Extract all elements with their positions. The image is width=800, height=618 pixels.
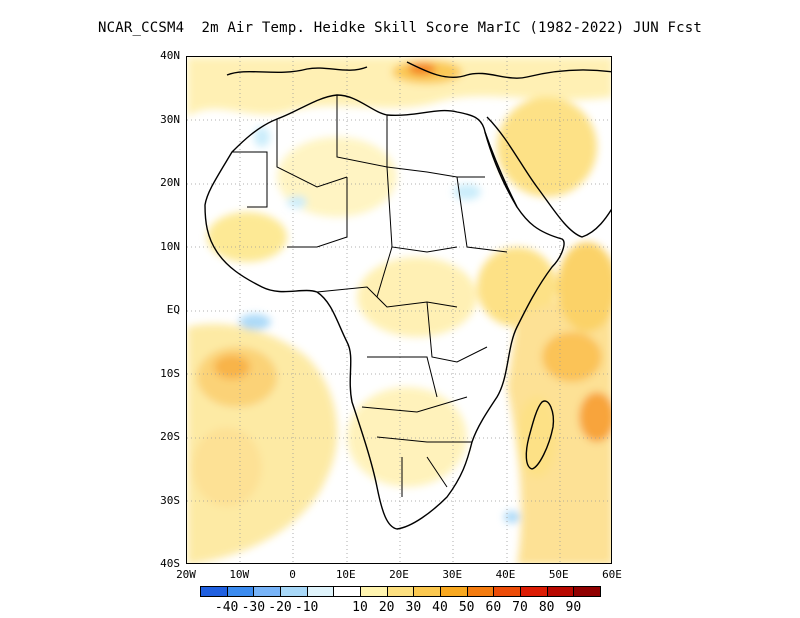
europe-coast-1 <box>226 66 368 76</box>
lon-label: 10E <box>335 568 356 581</box>
shade-central <box>357 257 477 337</box>
europe-coast-2 <box>406 61 611 79</box>
lon-label: 50E <box>548 568 569 581</box>
lon-label: 60E <box>602 568 622 581</box>
lon-label: 10W <box>229 568 250 581</box>
legend-swatch <box>200 586 228 597</box>
lat-label: 40S <box>160 557 180 570</box>
legend-label: 50 <box>458 600 475 615</box>
legend-swatch <box>253 586 281 597</box>
shade-somali <box>557 242 611 332</box>
legend-label: 60 <box>485 600 502 615</box>
shade-indian-hot-1 <box>542 332 602 382</box>
shade-neg-south <box>504 511 520 523</box>
legend-swatch <box>573 586 601 597</box>
lat-label: 40N <box>160 49 180 62</box>
madagascar-coastline <box>525 400 555 470</box>
lon-label: 30E <box>442 568 463 581</box>
shade-neg-sahara-2 <box>453 184 481 200</box>
lat-label: 10S <box>160 366 180 380</box>
legend-swatch <box>226 586 255 597</box>
lat-label: 20S <box>160 430 180 443</box>
lon-label: 40E <box>495 568 516 581</box>
lon-label: 20E <box>389 568 409 581</box>
legend-swatch <box>493 586 521 597</box>
legend-label: -40 <box>214 600 239 615</box>
legend-label: 30 <box>405 600 422 615</box>
legend-label: 90 <box>565 600 582 615</box>
coastlines <box>204 61 611 530</box>
legend-swatch <box>413 586 441 597</box>
map-canvas <box>187 57 611 563</box>
legend-label: -10 <box>294 600 319 615</box>
legend-label: 40 <box>432 600 448 615</box>
lat-label: EQ <box>166 303 180 316</box>
legend-swatch <box>280 586 308 597</box>
africa-coastline <box>204 94 565 530</box>
legend-label: 70 <box>512 600 528 615</box>
shade-west-hot <box>214 355 250 379</box>
shade-sahara-mid <box>277 137 397 217</box>
shade-neg-sahara-1 <box>254 127 270 147</box>
shade-neg-atlantic <box>239 314 271 330</box>
legend-swatch <box>520 586 548 597</box>
lat-label: 10N <box>160 239 180 253</box>
lat-label: 30S <box>160 493 180 507</box>
legend-swatch <box>546 586 575 597</box>
lon-label: 0 <box>289 568 296 581</box>
shade-sahel-west <box>207 212 287 262</box>
shade-south-atlantic <box>192 427 262 507</box>
shade-arabia <box>497 97 597 197</box>
shade-neg-sahara-3 <box>287 196 307 208</box>
legend-swatch <box>306 586 335 597</box>
chart-title: NCAR_CCSM4 2m Air Temp. Heidke Skill Sco… <box>97 20 702 36</box>
country-borders <box>232 95 508 497</box>
red-sea <box>484 131 518 208</box>
lat-label: 30N <box>160 112 180 126</box>
gridlines <box>187 57 611 563</box>
legend-swatch <box>466 586 495 597</box>
map-frame <box>186 56 612 564</box>
legend-swatch <box>440 586 468 597</box>
arabia-coastline <box>486 116 611 238</box>
shade-east-africa <box>477 247 557 327</box>
legend-label: -30 <box>241 600 266 615</box>
legend-swatch <box>333 586 361 597</box>
shade-indian-hot-2 <box>579 392 611 442</box>
skill-shading <box>187 57 611 563</box>
legend-swatch <box>360 586 388 597</box>
shade-south-africa <box>347 387 467 487</box>
legend-label: 10 <box>352 600 368 615</box>
legend-label: 20 <box>378 600 395 615</box>
legend-swatch <box>386 586 415 597</box>
lat-label: 20N <box>160 176 180 189</box>
legend-label: -20 <box>268 600 292 615</box>
lon-label: 20W <box>176 568 196 581</box>
legend-label: 80 <box>538 600 555 615</box>
